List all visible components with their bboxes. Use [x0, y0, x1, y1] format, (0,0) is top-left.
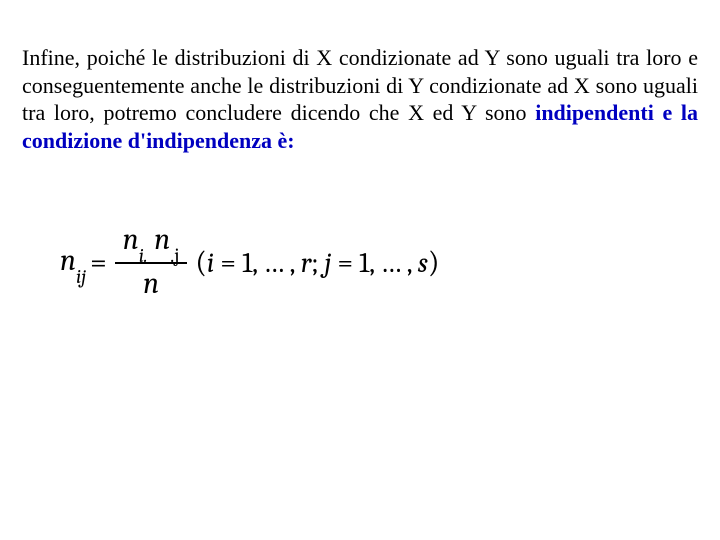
lhs-sub: ij: [76, 265, 86, 288]
paren-open: (: [195, 245, 206, 280]
formula-container: nij = ni. n.j n (i = 1, … , r; j = 1, … …: [22, 222, 698, 302]
range-j-end: s: [418, 247, 428, 279]
denominator: n: [135, 264, 167, 302]
lhs-var: n: [60, 243, 76, 278]
lhs: nij: [60, 243, 86, 282]
index-range: (i = 1, … , r; j = 1, … , s): [195, 245, 439, 280]
num-sub2: .j: [170, 244, 179, 267]
range-i-end: r: [301, 247, 312, 279]
independence-formula: nij = ni. n.j n (i = 1, … , r; j = 1, … …: [60, 222, 698, 302]
numerator: ni. n.j: [115, 222, 188, 264]
den-var: n: [143, 266, 159, 301]
range-sep: ;: [311, 247, 324, 279]
num-var2: n: [154, 222, 170, 257]
fraction: ni. n.j n: [115, 222, 188, 302]
range-i-eq: = 1, … ,: [214, 247, 300, 279]
slide-page: Infine, poiché le distribuzioni di X con…: [0, 0, 720, 302]
intro-paragraph: Infine, poiché le distribuzioni di X con…: [22, 44, 698, 154]
equals-sign: =: [90, 245, 107, 280]
paren-close: ): [428, 245, 439, 280]
range-j-eq: = 1, … ,: [331, 247, 417, 279]
num-sub1: i.: [139, 244, 148, 267]
num-var1: n: [123, 222, 139, 257]
